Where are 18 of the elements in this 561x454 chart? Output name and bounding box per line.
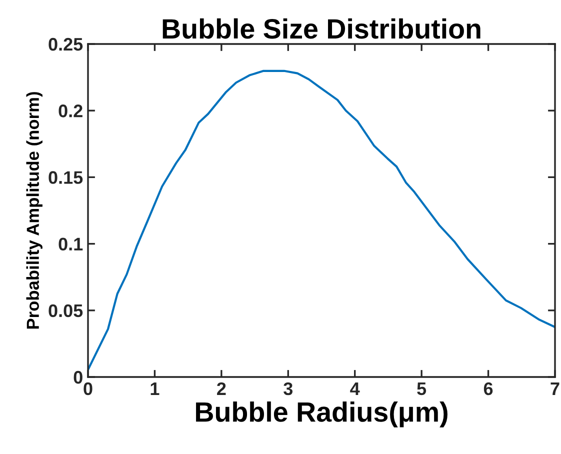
- x-tick-label: 1: [150, 382, 160, 395]
- y-tick-label: 0.2: [58, 104, 82, 118]
- chart-title: Bubble Size Distribution: [162, 18, 480, 39]
- x-tick-label: 4: [350, 382, 360, 395]
- y-tick-label: 0.1: [58, 238, 83, 251]
- x-tick-label: 0: [84, 382, 92, 396]
- y-axis-title: Probability Amplitude (norm): [26, 92, 42, 329]
- x-tick-label: 7: [550, 382, 560, 395]
- line-series: [88, 70, 555, 371]
- y-tick-label: 0.15: [48, 171, 83, 184]
- x-tick-label: 2: [217, 382, 226, 395]
- x-tick-label: 3: [284, 382, 293, 396]
- x-axis-title: Bubble Radius(μm): [196, 401, 448, 428]
- y-tick-label: 0: [74, 370, 82, 384]
- y-tick-label: 0.25: [48, 38, 83, 51]
- y-tick-label: 0.05: [48, 304, 83, 318]
- x-tick-label: 6: [484, 382, 493, 396]
- x-tick-label: 5: [417, 382, 426, 396]
